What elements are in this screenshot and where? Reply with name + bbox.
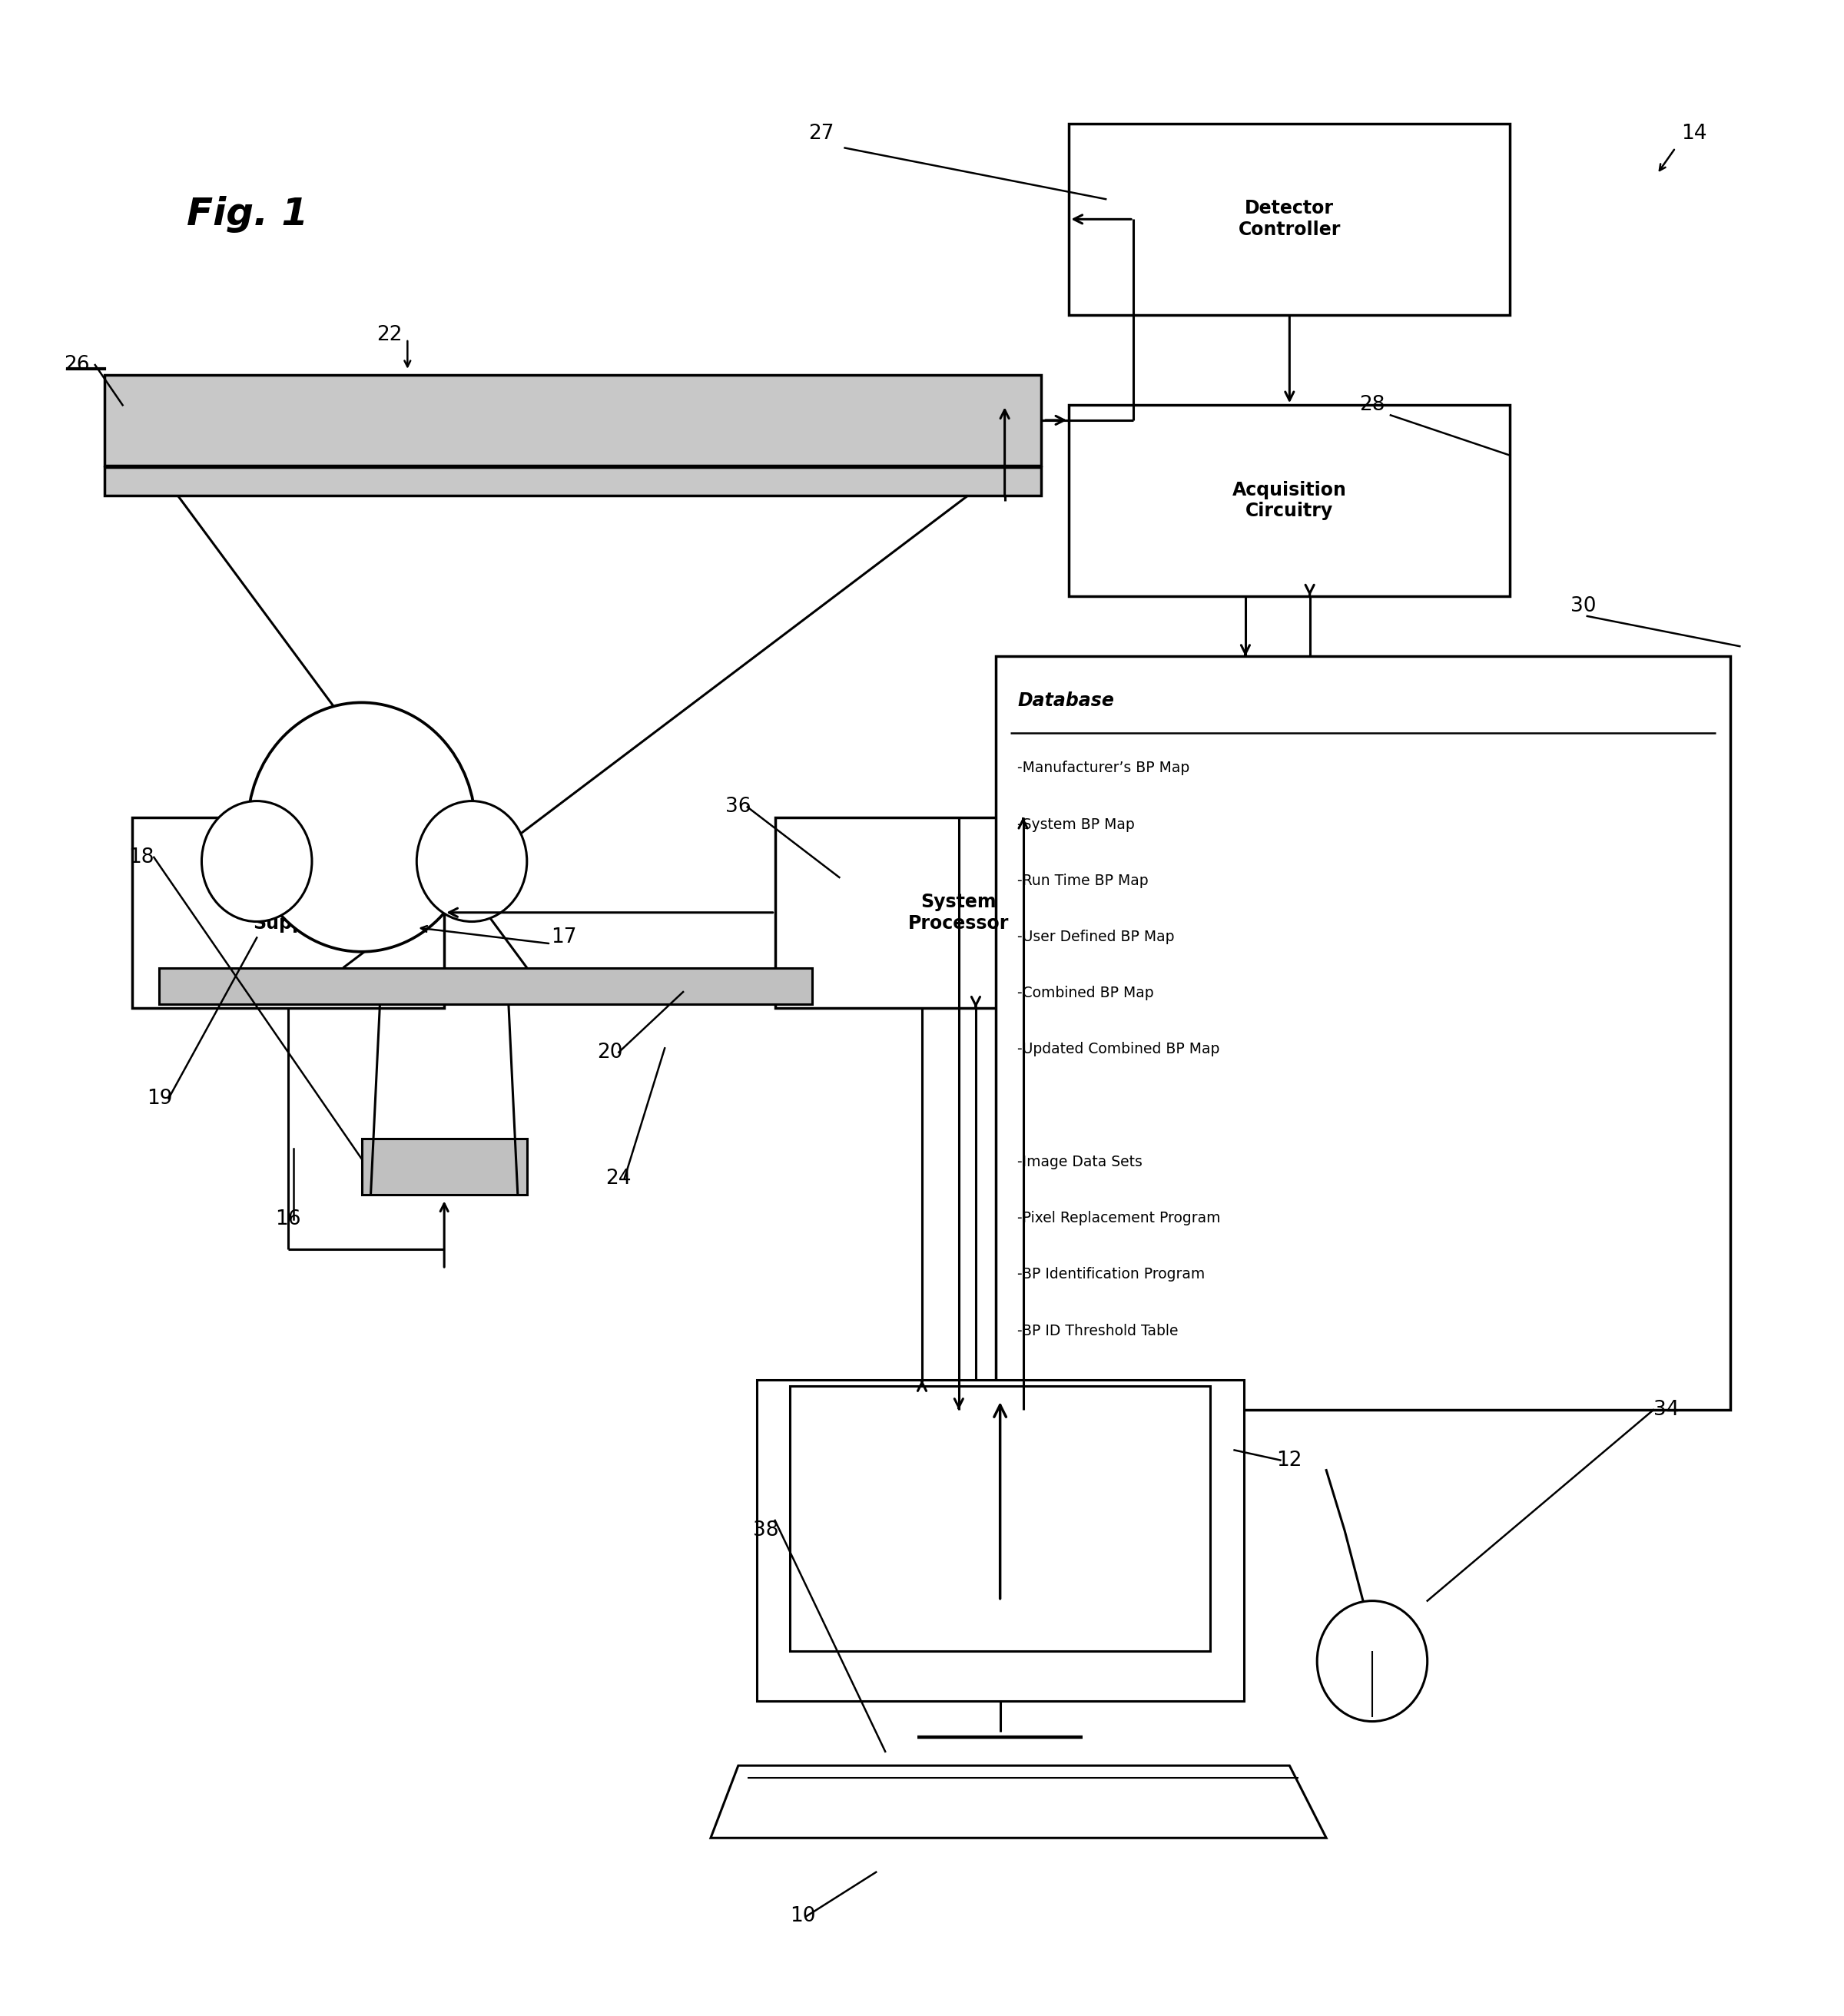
Text: 19: 19 (146, 1089, 171, 1109)
Text: -Combined BP Map: -Combined BP Map (1018, 986, 1154, 1000)
Text: -User Defined BP Map: -User Defined BP Map (1018, 929, 1175, 943)
Text: -Image Data Sets: -Image Data Sets (1018, 1155, 1143, 1169)
FancyBboxPatch shape (1070, 405, 1510, 597)
Text: 24: 24 (607, 1169, 632, 1189)
Text: 27: 27 (808, 123, 833, 143)
Text: 22: 22 (376, 325, 402, 345)
Text: -System BP Map: -System BP Map (1018, 816, 1134, 833)
FancyBboxPatch shape (756, 1379, 1243, 1702)
FancyBboxPatch shape (1070, 123, 1510, 314)
Text: Fig. 1: Fig. 1 (186, 196, 308, 232)
Text: Detector
Controller: Detector Controller (1239, 200, 1341, 240)
Text: Power
Supply: Power Supply (253, 893, 323, 933)
Text: -BP Identification Program: -BP Identification Program (1018, 1268, 1206, 1282)
FancyBboxPatch shape (774, 816, 1143, 1008)
FancyBboxPatch shape (789, 1385, 1210, 1651)
Text: Database: Database (1018, 691, 1114, 710)
FancyBboxPatch shape (105, 468, 1042, 496)
Text: 28: 28 (1359, 395, 1385, 415)
Text: System
Processor: System Processor (909, 893, 1009, 933)
Text: Acquisition
Circuitry: Acquisition Circuitry (1232, 480, 1346, 520)
Text: -BP ID Threshold Table: -BP ID Threshold Table (1018, 1325, 1178, 1339)
Text: 30: 30 (1571, 597, 1597, 617)
Circle shape (417, 800, 527, 921)
Text: 36: 36 (725, 796, 751, 816)
FancyBboxPatch shape (159, 968, 811, 1004)
Text: 38: 38 (752, 1520, 778, 1540)
Text: 17: 17 (551, 927, 577, 948)
Text: 18: 18 (127, 847, 153, 867)
FancyBboxPatch shape (361, 1139, 527, 1195)
Text: -Pixel Replacement Program: -Pixel Replacement Program (1018, 1212, 1221, 1226)
Circle shape (1317, 1601, 1427, 1722)
Text: 20: 20 (597, 1042, 623, 1062)
Text: 14: 14 (1682, 123, 1708, 143)
Text: -Updated Combined BP Map: -Updated Combined BP Map (1018, 1042, 1221, 1056)
Polygon shape (710, 1766, 1326, 1839)
FancyBboxPatch shape (996, 657, 1730, 1409)
Text: -Manufacturer’s BP Map: -Manufacturer’s BP Map (1018, 760, 1189, 776)
FancyBboxPatch shape (105, 375, 1042, 466)
Circle shape (201, 800, 312, 921)
Text: 26: 26 (65, 355, 90, 375)
Circle shape (247, 702, 476, 952)
Text: 34: 34 (1654, 1399, 1680, 1419)
FancyBboxPatch shape (131, 816, 444, 1008)
Text: -Run Time BP Map: -Run Time BP Map (1018, 873, 1149, 887)
Text: 10: 10 (789, 1907, 815, 1927)
Text: 16: 16 (275, 1210, 301, 1230)
Text: 12: 12 (1276, 1450, 1302, 1470)
